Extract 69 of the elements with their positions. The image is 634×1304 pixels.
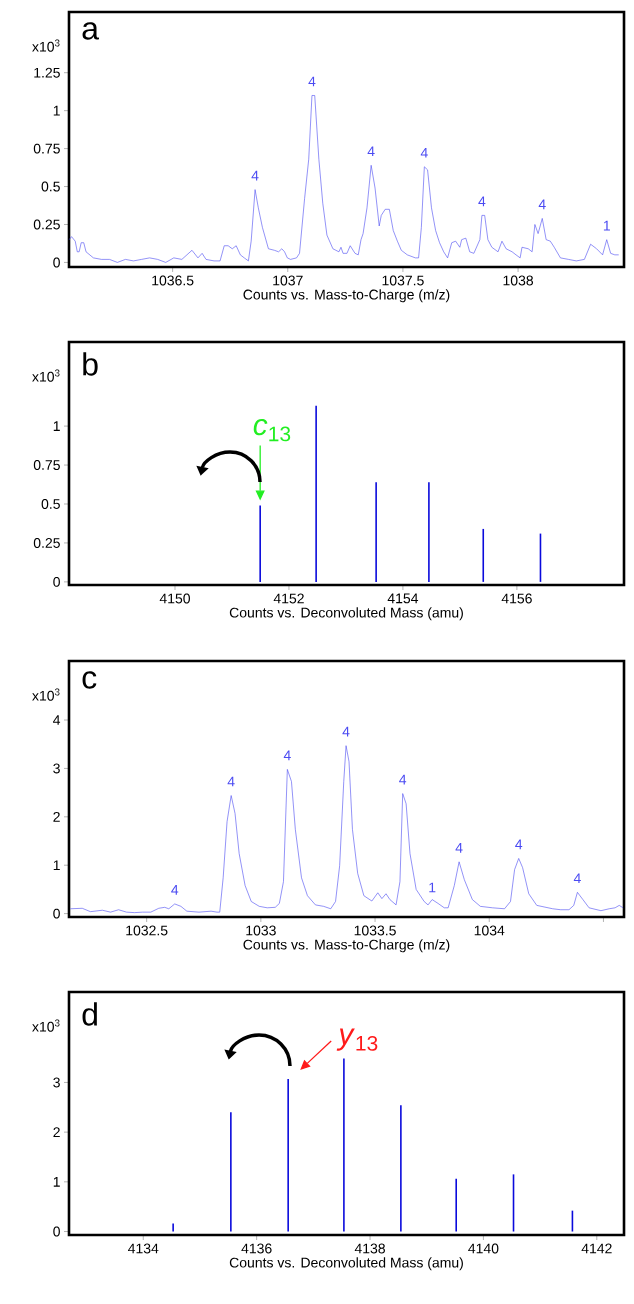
x-axis-title: Counts vs. Mass-to-Charge (m/z) [243, 289, 450, 303]
y-tick-label: 0.5 [41, 181, 60, 192]
x-tick-label: 4150 [159, 593, 190, 604]
y-tick-label: 3 [53, 763, 60, 774]
x-tick-label: 4154 [387, 593, 419, 604]
x-axis-title: Counts vs. Deconvoluted Mass (amu) [229, 1257, 463, 1271]
y-tick-label: 0.5 [41, 499, 60, 509]
y-tick-label: 0.25 [33, 537, 60, 548]
annotation: 4 [478, 196, 486, 207]
annotation: 4 [283, 750, 291, 761]
y-tick-label: 1 [53, 105, 60, 116]
annotation: 4 [251, 170, 259, 181]
x-tick-label: 1038 [503, 275, 534, 286]
x-tick-label: 1033.5 [354, 925, 396, 936]
annotation: b [83, 352, 98, 376]
x-tick-label: 4156 [501, 593, 532, 604]
x-tick-label: 1034 [474, 925, 505, 936]
annotation: y$_{13}$ [336, 1028, 378, 1051]
y-tick-label: 0 [53, 257, 60, 268]
annotation: c [82, 671, 97, 689]
y-tick-label: 0.75 [33, 143, 60, 154]
y-axis-title: x10$^{3}$ [32, 1019, 60, 1032]
annotation: 4 [538, 199, 546, 210]
x-tick-label: 4134 [128, 1243, 159, 1254]
annotation: 4 [455, 843, 463, 853]
y-tick-label: 2 [53, 811, 60, 822]
y-axis-title: x10$^{3}$ [32, 369, 60, 382]
y-axis-title: x10$^{3}$ [32, 688, 60, 701]
line-series [70, 745, 624, 913]
annotation: 1 [429, 882, 436, 893]
x-tick-label: 1037 [273, 275, 303, 286]
x-tick-label: 1036.5 [152, 275, 194, 286]
y-tick-label: 1 [53, 421, 60, 431]
x-tick-label: 4140 [468, 1243, 499, 1254]
annotation: 4 [573, 873, 581, 884]
y-tick-label: 2 [53, 1127, 60, 1138]
y-axis-title: x10$^{3}$ [32, 39, 60, 52]
y-tick-label: 3 [53, 1077, 60, 1088]
y-tick-label: 1 [53, 860, 60, 871]
annotation: 4 [420, 147, 428, 158]
annotation: 4 [342, 726, 350, 737]
y-tick-label: 1 [53, 1177, 60, 1187]
annotation: 1 [603, 220, 610, 231]
x-tick-label: 4136 [241, 1243, 272, 1254]
x-tick-label: 1032.5 [126, 925, 168, 936]
x-tick-label: 1033 [246, 925, 276, 936]
y-tick-label: 0 [53, 576, 60, 587]
y-tick-label: 1.25 [34, 67, 60, 78]
x-tick-label: 4142 [581, 1243, 612, 1254]
annotation: 4 [515, 839, 523, 850]
y-tick-label: 0.75 [33, 460, 60, 471]
x-axis-title: Counts vs. Mass-to-Charge (m/z) [243, 939, 450, 953]
annotation: c$_{13}$ [253, 418, 291, 442]
annotation: 4 [308, 76, 316, 87]
annotation: d [82, 1002, 97, 1026]
annotation: 4 [227, 776, 235, 787]
y-tick-label: 0 [53, 908, 60, 919]
y-tick-label: 0 [53, 1226, 60, 1237]
x-tick-label: 4152 [273, 593, 304, 604]
annotation: 4 [399, 774, 407, 785]
y-tick-label: 0.25 [33, 219, 60, 230]
annotation: 4 [367, 146, 375, 157]
annotation: 4 [171, 885, 179, 895]
line-series [68, 95, 620, 263]
annotation: a [82, 22, 99, 40]
x-axis-title: Counts vs. Deconvoluted Mass (amu) [229, 607, 463, 621]
x-tick-label: 4138 [354, 1243, 385, 1254]
x-tick-label: 1037.5 [382, 275, 424, 286]
y-tick-label: 4 [53, 715, 61, 725]
